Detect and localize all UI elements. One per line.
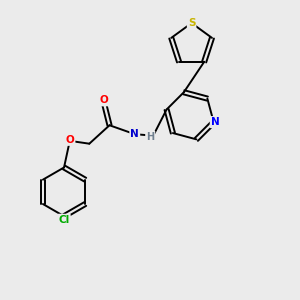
Text: N: N <box>130 129 139 139</box>
Text: Cl: Cl <box>58 215 70 225</box>
Text: N: N <box>211 117 220 127</box>
Text: S: S <box>188 18 195 28</box>
Text: O: O <box>66 135 74 145</box>
Text: H: H <box>146 132 154 142</box>
Text: O: O <box>100 95 109 105</box>
